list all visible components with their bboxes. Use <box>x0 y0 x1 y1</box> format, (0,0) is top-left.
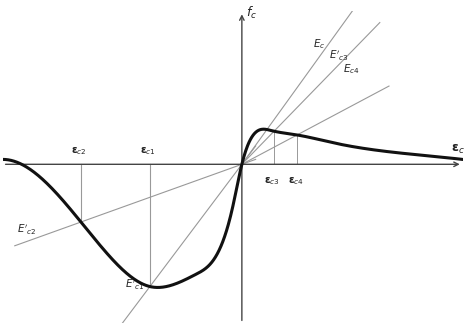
Text: $\boldsymbol{\varepsilon}_{c4}$: $\boldsymbol{\varepsilon}_{c4}$ <box>288 175 304 187</box>
Text: $E_{c4}$: $E_{c4}$ <box>343 62 360 76</box>
Text: $\boldsymbol{\varepsilon}_{c1}$: $\boldsymbol{\varepsilon}_{c1}$ <box>140 145 156 157</box>
Text: $\boldsymbol{\varepsilon}_c$: $\boldsymbol{\varepsilon}_c$ <box>451 143 465 156</box>
Text: $f_c$: $f_c$ <box>246 5 258 21</box>
Text: $\boldsymbol{\varepsilon}_{c3}$: $\boldsymbol{\varepsilon}_{c3}$ <box>264 175 280 187</box>
Text: $\boldsymbol{\varepsilon}_{c2}$: $\boldsymbol{\varepsilon}_{c2}$ <box>71 145 86 157</box>
Text: $E'_{c3}$: $E'_{c3}$ <box>329 49 349 64</box>
Text: $E_c$: $E_c$ <box>313 37 326 51</box>
Text: $E'_{c1}$: $E'_{c1}$ <box>125 277 144 291</box>
Text: $E'_{c2}$: $E'_{c2}$ <box>16 222 36 237</box>
